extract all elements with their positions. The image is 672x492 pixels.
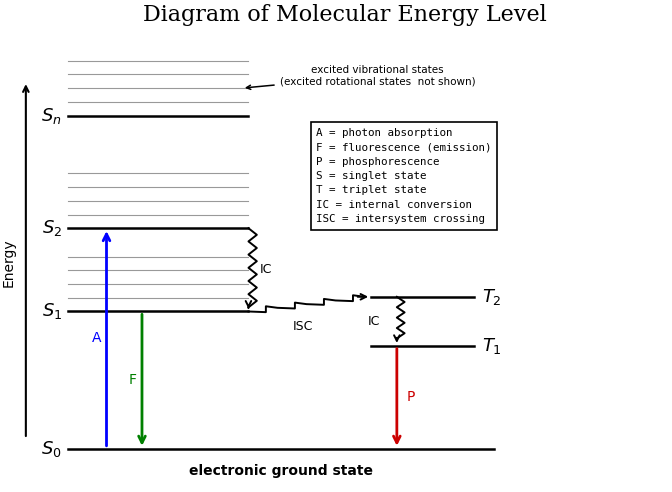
Text: IC: IC: [260, 263, 272, 277]
Text: excited vibrational states
(excited rotational states  not shown): excited vibrational states (excited rota…: [247, 64, 475, 90]
Text: IC: IC: [368, 315, 380, 328]
Text: $T_1$: $T_1$: [482, 336, 502, 356]
Text: $S_2$: $S_2$: [42, 218, 62, 238]
Title: Diagram of Molecular Energy Level: Diagram of Molecular Energy Level: [143, 4, 547, 26]
Text: A = photon absorption
F = fluorescence (emission)
P = phosphorescence
S = single: A = photon absorption F = fluorescence (…: [317, 128, 492, 224]
Text: $S_0$: $S_0$: [42, 439, 62, 459]
Text: $T_2$: $T_2$: [482, 287, 502, 307]
Text: $S_n$: $S_n$: [42, 106, 62, 125]
Text: A: A: [92, 332, 101, 345]
Text: P: P: [407, 390, 415, 404]
Text: Energy: Energy: [1, 238, 15, 287]
Text: F: F: [128, 373, 136, 387]
Text: $S_1$: $S_1$: [42, 302, 62, 321]
Text: ISC: ISC: [293, 320, 313, 333]
Text: electronic ground state: electronic ground state: [189, 463, 373, 478]
